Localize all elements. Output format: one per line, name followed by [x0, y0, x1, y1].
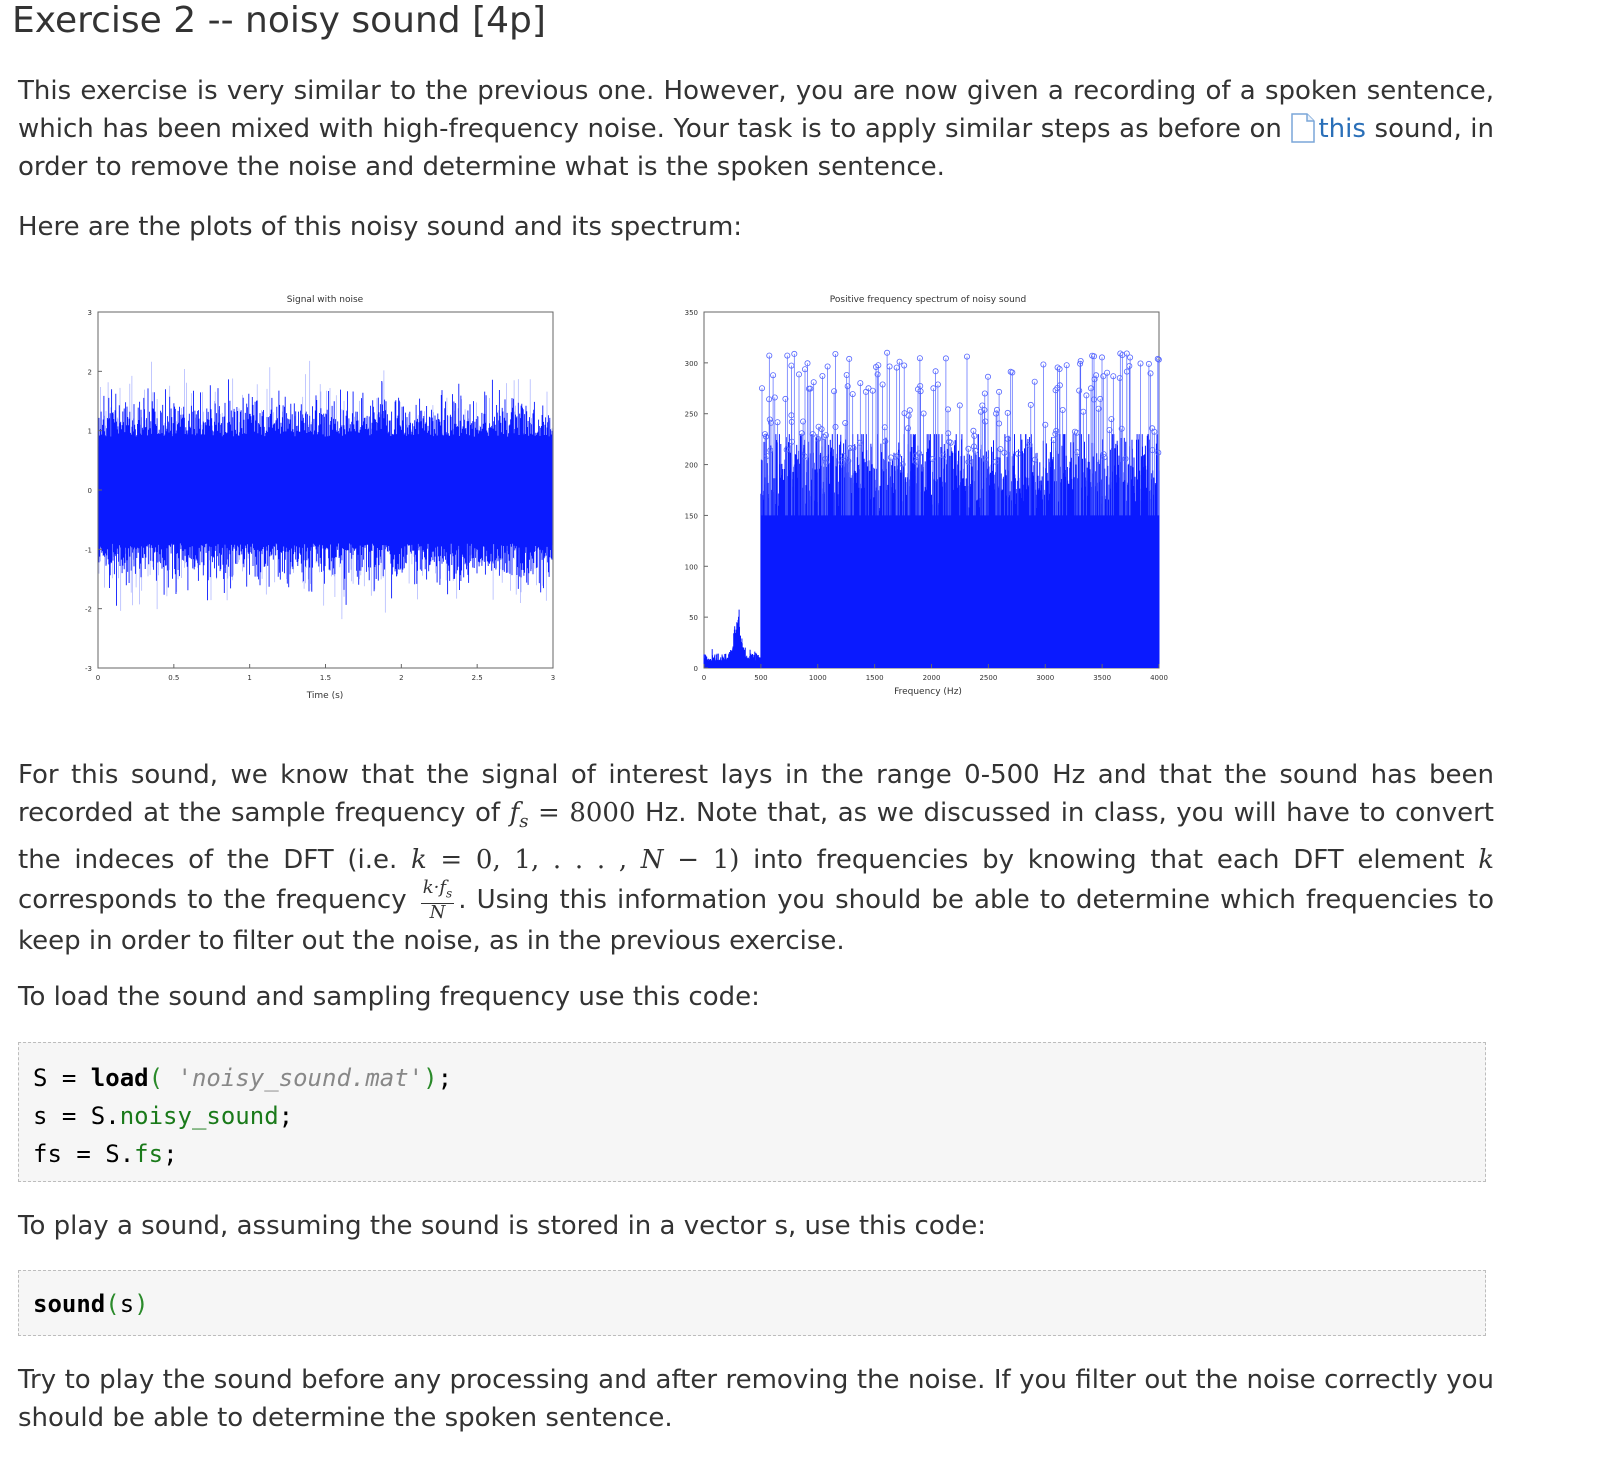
signal-ytick: 1	[88, 428, 92, 436]
spectrum-xtick: 500	[754, 674, 767, 682]
n-minus-one: − 1)	[663, 845, 740, 876]
signal-xtick: 3	[551, 674, 555, 682]
plots-intro: Here are the plots of this noisy sound a…	[18, 212, 743, 242]
range-text-4: corresponds to the frequency	[18, 884, 417, 915]
spectrum-figure-xlabel: Frequency (Hz)	[894, 687, 962, 697]
final-paragraph: Try to play the sound before any process…	[18, 1365, 1494, 1433]
page-title: Exercise 2 -- noisy sound [4p]	[12, 0, 546, 41]
signal-xtick: 0.5	[168, 674, 179, 682]
spectrum-xtick: 3000	[1036, 674, 1054, 682]
spectrum-xtick: 1000	[809, 674, 827, 682]
fs-value: = 8000	[528, 798, 636, 828]
spectrum-ytick: 150	[685, 512, 698, 520]
range-text-3: into frequencies by knowing that each DF…	[739, 845, 1479, 876]
spectrum-xtick: 1500	[866, 674, 884, 682]
signal-ytick: -1	[85, 546, 92, 554]
signal-ytick: 3	[88, 309, 92, 317]
load-intro: To load the sound and sampling frequency…	[18, 982, 760, 1012]
spectrum-stems	[761, 352, 1160, 516]
spectrum-xtick: 4000	[1150, 674, 1168, 682]
k-symbol-2: k	[1478, 845, 1495, 876]
file-link[interactable]: this	[1290, 113, 1366, 144]
spectrum-ytick: 50	[689, 614, 698, 622]
spectrum-highband	[760, 434, 1160, 668]
spectrum-lowband	[703, 609, 762, 668]
range-text-1: For this sound, we know that the signal …	[18, 760, 1494, 828]
signal-figure: Signal with noise 0 0.5 1 1.5 2 2.5 3 -3 -2 -1 0 1 2…	[85, 295, 555, 701]
intro-text-b: sound, in order to remove the noise and …	[18, 114, 1494, 182]
spectrum-ytick: 200	[685, 462, 698, 470]
signal-figure-xlabel: Time (s)	[306, 691, 344, 701]
range-text-2: Hz. Note that, as we discussed in class,…	[18, 798, 1494, 876]
intro-text-a: This exercise is very similar to the pre…	[18, 76, 1494, 144]
play-code-block[interactable]: sound(s)	[18, 1270, 1486, 1336]
load-code-block[interactable]: S = load( 'noisy_sound.mat'); s = S.nois…	[18, 1042, 1486, 1182]
spectrum-xtick: 2500	[979, 674, 997, 682]
range-paragraph: For this sound, we know that the signal …	[18, 756, 1494, 960]
fs-symbol: fs	[509, 798, 529, 833]
signal-xtick: 0	[96, 674, 100, 682]
k-range: = 0, 1, . . . ,	[426, 845, 641, 876]
file-icon	[1291, 113, 1316, 143]
frequency-fraction: k·fs N	[420, 877, 455, 923]
signal-ytick: -2	[85, 606, 92, 614]
spectrum-xtick: 3500	[1093, 674, 1111, 682]
signal-xtick: 1	[247, 674, 251, 682]
play-intro: To play a sound, assuming the sound is s…	[18, 1211, 986, 1241]
spectrum-figure-title: Positive frequency spectrum of noisy sou…	[830, 295, 1026, 305]
n-symbol: N	[640, 845, 664, 876]
intro-paragraph: This exercise is very similar to the pre…	[18, 72, 1494, 186]
spectrum-ytick: 250	[685, 411, 698, 419]
signal-xtick: 1.5	[320, 674, 331, 682]
spectrum-xtick: 2000	[923, 674, 941, 682]
signal-ytick: -3	[85, 665, 92, 673]
signal-xtick: 2	[399, 674, 403, 682]
signal-ytick: 0	[88, 487, 92, 495]
spectrum-ytick: 350	[685, 309, 698, 317]
signal-figure-title: Signal with noise	[287, 295, 364, 305]
range-text-5: . Using this information you should be a…	[18, 884, 1494, 956]
spectrum-ytick: 100	[685, 563, 698, 571]
spectrum-figure: Positive frequency spectrum of noisy sou…	[685, 295, 1168, 697]
k-symbol: k	[410, 845, 427, 876]
signal-xtick: 2.5	[472, 674, 483, 682]
spectrum-ytick: 300	[685, 360, 698, 368]
signal-ytick: 2	[88, 368, 92, 376]
spectrum-xtick: 0	[702, 674, 706, 682]
spectrum-ytick: 0	[694, 665, 698, 673]
file-link-text[interactable]: this	[1318, 114, 1366, 144]
